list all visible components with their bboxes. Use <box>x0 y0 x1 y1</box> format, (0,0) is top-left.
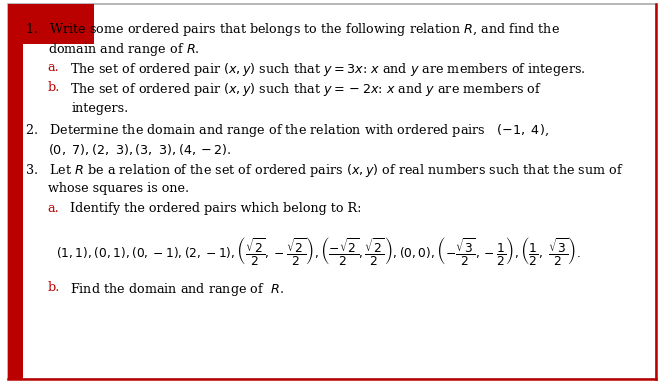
Bar <box>8 4 23 379</box>
Text: 3.   Let $R$ be a relation of the set of ordered pairs $(x, y)$ of real numbers : 3. Let $R$ be a relation of the set of o… <box>25 162 624 179</box>
Text: b.: b. <box>48 281 60 294</box>
Text: The set of ordered pair $(x, y)$ such that $y = 3x$: $x$ and $y$ are members of : The set of ordered pair $(x, y)$ such th… <box>70 61 586 78</box>
Text: 1.   Write some ordered pairs that belongs to the following relation $R$, and fi: 1. Write some ordered pairs that belongs… <box>25 21 560 38</box>
Text: Identify the ordered pairs which belong to R:: Identify the ordered pairs which belong … <box>70 202 361 215</box>
Bar <box>8 4 94 44</box>
Text: a.: a. <box>48 61 60 74</box>
Text: a.: a. <box>48 202 60 215</box>
Text: $(1, 1), (0, 1), (0, -1), (2, -1), \left(\dfrac{\sqrt{2}}{2}, -\dfrac{\sqrt{2}}{: $(1, 1), (0, 1), (0, -1), (2, -1), \left… <box>56 235 581 267</box>
Text: b.: b. <box>48 81 60 95</box>
Text: integers.: integers. <box>72 102 129 115</box>
Text: whose squares is one.: whose squares is one. <box>48 182 189 195</box>
Text: $(0,\ 7), (2,\ 3), (3,\ 3), (4, -2)$.: $(0,\ 7), (2,\ 3), (3,\ 3), (4, -2)$. <box>48 142 231 157</box>
Text: domain and range of $R$.: domain and range of $R$. <box>48 41 200 58</box>
Text: The set of ordered pair $(x, y)$ such that $y = -2x$: $x$ and $y$ are members of: The set of ordered pair $(x, y)$ such th… <box>70 81 542 98</box>
Text: Find the domain and range of  $R$.: Find the domain and range of $R$. <box>70 281 284 298</box>
Text: 2.   Determine the domain and range of the relation with ordered pairs   $(-1,\ : 2. Determine the domain and range of the… <box>25 122 549 139</box>
